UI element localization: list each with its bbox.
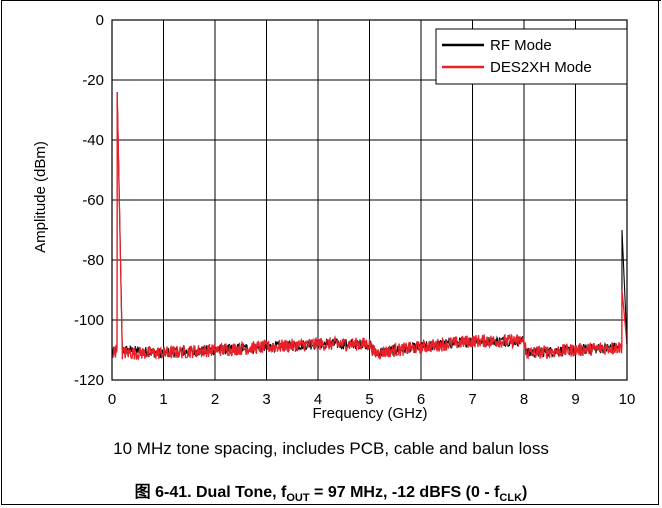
caption-sub-out: OUT <box>286 492 310 505</box>
tick-labels: 0 1 2 3 4 5 6 7 8 9 10 0 -20 -40 -60 -80 -100 -120 <box>74 12 635 408</box>
figure-caption: 图 6-41. Dual Tone, fOUT = 97 MHz, -12 dB… <box>0 478 662 504</box>
plot-area-border <box>111 19 628 381</box>
top-rule <box>1 0 661 1</box>
trace-des2xh-mode <box>111 91 628 362</box>
x-tick-label: 7 <box>468 391 476 408</box>
x-tick-label: 0 <box>108 391 116 408</box>
caption-sub-clk: CLK <box>499 492 523 505</box>
y-tick-label: -80 <box>82 252 104 269</box>
x-tick-label: 1 <box>159 391 167 408</box>
x-tick-label: 4 <box>314 391 322 408</box>
spectrum-chart: 0 1 2 3 4 5 6 7 8 9 10 0 -20 -40 -60 -80 -100 -120 Freque… <box>32 12 635 422</box>
x-tick-label: 9 <box>571 391 579 408</box>
legend-box <box>435 28 628 85</box>
y-tick-label: 0 <box>96 12 104 29</box>
x-tick-label: 2 <box>211 391 219 408</box>
y-tick-label: -100 <box>74 312 104 329</box>
caption-prefix: 图 6-41. Dual Tone, f <box>134 484 287 501</box>
x-tick-label: 8 <box>520 391 528 408</box>
x-axis-label: Frequency (GHz) <box>312 405 427 422</box>
caption-middle: = 97 MHz, -12 dBFS (0 - f <box>309 484 500 501</box>
legend-label-rf-mode: RF Mode <box>490 37 552 54</box>
y-tick-label: -60 <box>82 192 104 209</box>
x-tick-label: 3 <box>262 391 270 408</box>
chart-traces <box>111 91 628 362</box>
x-tick-label: 6 <box>417 391 425 408</box>
chart-legend: RF Mode DES2XH Mode <box>435 28 628 85</box>
legend-label-des2xh-mode: DES2XH Mode <box>490 59 592 76</box>
chart-note: 10 MHz tone spacing, includes PCB, cable… <box>113 439 549 458</box>
y-tick-label: -40 <box>82 132 104 149</box>
x-tick-label: 5 <box>365 391 373 408</box>
y-axis-label: Amplitude (dBm) <box>32 141 49 253</box>
caption-suffix: ) <box>522 484 528 501</box>
x-tick-label: 10 <box>619 391 636 408</box>
y-tick-label: -20 <box>82 72 104 89</box>
y-tick-label: -120 <box>74 372 104 389</box>
